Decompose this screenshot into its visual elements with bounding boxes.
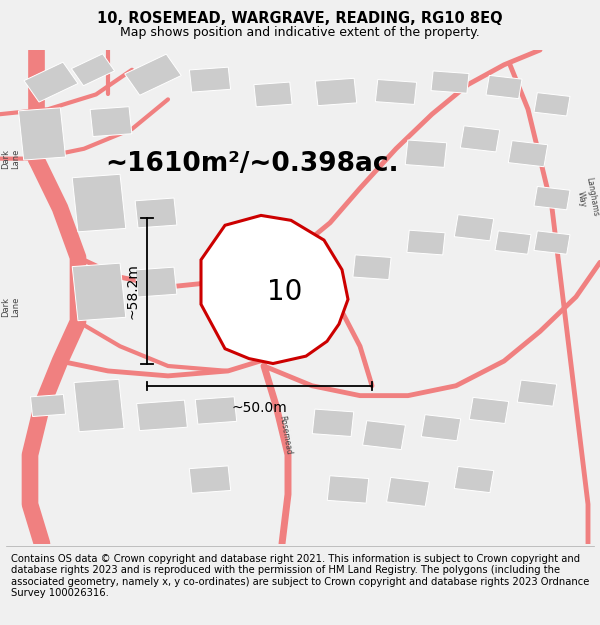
Polygon shape <box>135 198 177 228</box>
Text: 10, ROSEMEAD, WARGRAVE, READING, RG10 8EQ: 10, ROSEMEAD, WARGRAVE, READING, RG10 8E… <box>97 11 503 26</box>
Polygon shape <box>421 414 461 441</box>
Text: Map shows position and indicative extent of the property.: Map shows position and indicative extent… <box>120 26 480 39</box>
Polygon shape <box>534 186 570 210</box>
Polygon shape <box>431 71 469 93</box>
Text: 10: 10 <box>268 278 302 306</box>
Polygon shape <box>74 379 124 432</box>
Polygon shape <box>245 280 277 304</box>
Polygon shape <box>72 263 126 321</box>
Polygon shape <box>24 62 78 102</box>
Polygon shape <box>201 216 348 364</box>
Polygon shape <box>469 398 509 424</box>
Polygon shape <box>454 466 494 492</box>
Polygon shape <box>407 230 445 255</box>
Polygon shape <box>189 466 231 493</box>
Polygon shape <box>386 478 430 506</box>
Polygon shape <box>508 141 548 167</box>
Text: Dark
Lane: Dark Lane <box>1 148 20 169</box>
Polygon shape <box>190 67 230 92</box>
Text: Langhams
Way: Langhams Way <box>574 177 600 219</box>
Polygon shape <box>254 82 292 107</box>
Polygon shape <box>137 400 187 431</box>
Text: ~1610m²/~0.398ac.: ~1610m²/~0.398ac. <box>105 151 399 176</box>
Polygon shape <box>517 380 557 406</box>
Polygon shape <box>71 54 115 86</box>
Text: ~50.0m: ~50.0m <box>232 401 287 415</box>
Polygon shape <box>195 397 237 424</box>
Polygon shape <box>135 267 177 297</box>
Polygon shape <box>534 231 570 254</box>
Text: Dark
Lane: Dark Lane <box>1 296 20 317</box>
Polygon shape <box>534 92 570 116</box>
Polygon shape <box>125 54 181 95</box>
Polygon shape <box>72 174 126 232</box>
Polygon shape <box>90 107 132 136</box>
Polygon shape <box>327 476 369 503</box>
Text: ~58.2m: ~58.2m <box>125 262 139 319</box>
Polygon shape <box>353 255 391 279</box>
Polygon shape <box>460 126 500 152</box>
Polygon shape <box>31 394 65 416</box>
Polygon shape <box>19 108 65 160</box>
Polygon shape <box>454 214 494 241</box>
Text: Rosemead: Rosemead <box>277 415 293 456</box>
Polygon shape <box>405 140 447 168</box>
Polygon shape <box>486 76 522 99</box>
Text: Contains OS data © Crown copyright and database right 2021. This information is : Contains OS data © Crown copyright and d… <box>11 554 589 598</box>
Polygon shape <box>312 409 354 436</box>
Polygon shape <box>362 421 406 449</box>
Polygon shape <box>376 79 416 104</box>
Polygon shape <box>495 231 531 254</box>
Polygon shape <box>315 78 357 106</box>
